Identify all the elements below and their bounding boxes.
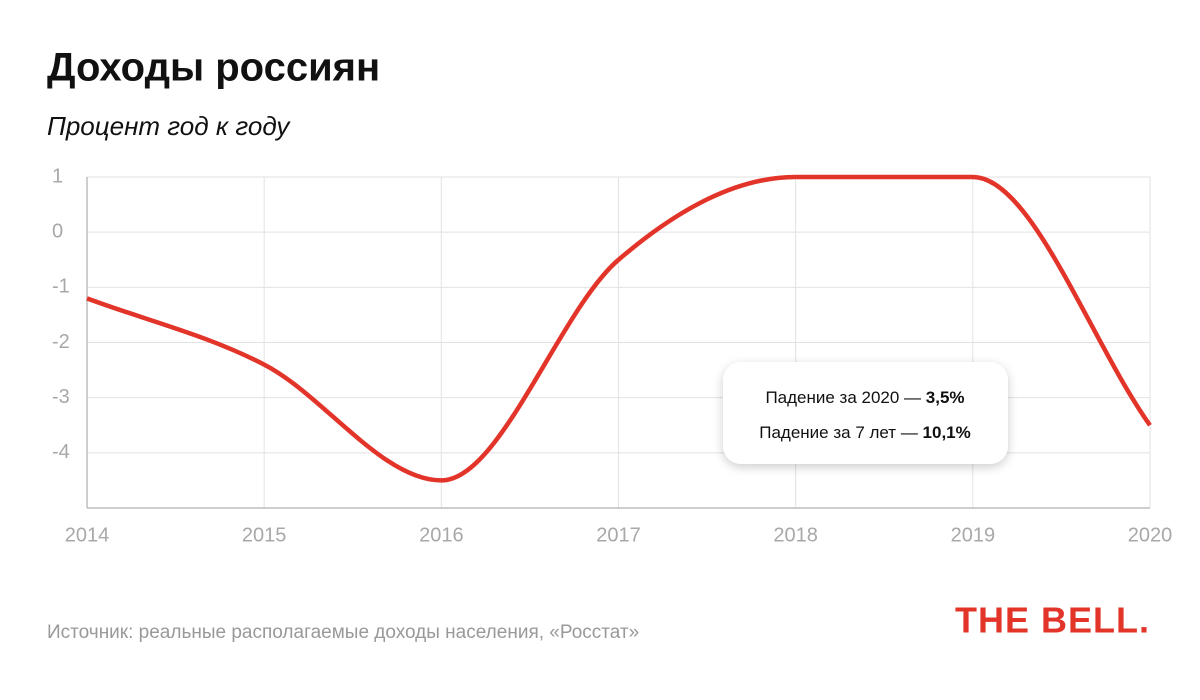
annotation-text: Падение за 7 лет —	[759, 423, 922, 442]
annotation-background	[723, 362, 1008, 464]
annotation-box: Падение за 2020 — 3,5% Падение за 7 лет …	[723, 362, 1008, 464]
y-tick-label: -1	[52, 276, 70, 298]
y-tick-label: 1	[52, 165, 63, 187]
y-tick-label: -4	[52, 441, 70, 463]
chart-subtitle: Процент год к году	[47, 111, 291, 141]
x-tick-label: 2015	[242, 524, 287, 546]
x-tick-label: 2014	[65, 524, 110, 546]
plot	[86, 174, 1152, 483]
y-tick-label: -2	[52, 331, 70, 353]
annotation-text: Падение за 2020 —	[765, 388, 925, 407]
x-tick-label: 2016	[419, 524, 464, 546]
annotation: Падение за 2020 — 3,5%	[765, 388, 964, 407]
x-tick-label: 2018	[773, 524, 818, 546]
data-line	[86, 174, 1152, 483]
annotation-value: 3,5%	[926, 388, 965, 407]
source: Источник: реальные располагаемые доходы …	[47, 622, 639, 643]
x-tick-label: 2019	[951, 524, 996, 546]
grid: 1 0 -1 -2 -3 -4 2014 2015 2016 2017 2018 2019 2020	[52, 165, 1172, 546]
logo: THE BELL.	[955, 600, 1150, 641]
y-tick-label: 0	[52, 220, 63, 242]
chart-title: Доходы россиян	[47, 46, 380, 90]
annotation: Падение за 7 лет — 10,1%	[759, 423, 971, 442]
x-tick-label: 2017	[596, 524, 641, 546]
x-tick-label: 2020	[1128, 524, 1173, 546]
annotation-value: 10,1%	[923, 423, 971, 442]
y-tick-label: -3	[52, 386, 70, 408]
